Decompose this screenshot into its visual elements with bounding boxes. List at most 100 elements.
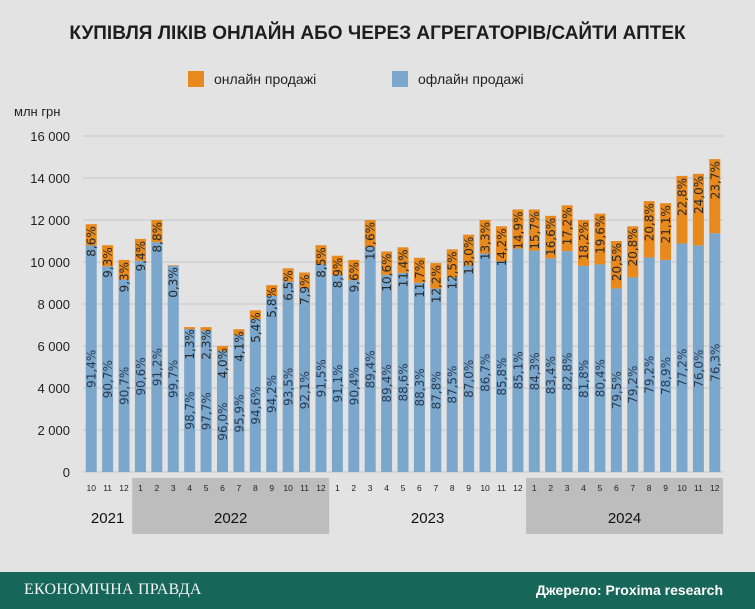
bar-online: [134, 238, 146, 261]
x-tick-month: 2: [154, 483, 159, 493]
bar-offline: [709, 233, 721, 472]
x-tick-month: 10: [677, 483, 687, 493]
bar-offline: [413, 282, 425, 472]
bar-offline: [561, 251, 573, 472]
offline-share-label: 90,6%: [134, 357, 148, 395]
x-tick-month: 1: [335, 483, 340, 493]
offline-share-label: 87,5%: [446, 366, 460, 404]
bar-offline: [397, 272, 409, 472]
bar-offline: [627, 277, 639, 472]
x-tick-month: 11: [103, 483, 112, 493]
offline-share-label: 97,7%: [200, 392, 214, 430]
offline-share-label: 91,4%: [85, 350, 99, 388]
online-share-label: 6,5%: [282, 270, 296, 301]
x-tick-month: 6: [614, 483, 619, 493]
offline-share-label: 79,2%: [643, 356, 657, 394]
online-share-label: 8,5%: [314, 247, 328, 278]
x-tick-month: 5: [401, 483, 406, 493]
bar-online: [266, 285, 278, 296]
offline-share-label: 93,5%: [282, 368, 296, 406]
online-swatch: [188, 71, 204, 87]
bar-offline: [381, 274, 393, 472]
x-tick-month: 12: [119, 483, 129, 493]
offline-share-label: 94,2%: [265, 375, 279, 413]
offline-share-label: 90,4%: [347, 367, 361, 405]
bar-online: [216, 346, 228, 352]
x-tick-month: 10: [283, 483, 293, 493]
x-tick-month: 5: [204, 483, 209, 493]
bar-offline: [594, 264, 606, 472]
bar-online: [430, 263, 442, 289]
bar-offline: [200, 330, 212, 472]
x-tick-month: 11: [694, 483, 703, 493]
offline-share-label: 96,0%: [216, 402, 230, 440]
online-share-label: 10,6%: [364, 222, 378, 260]
year-band: [132, 478, 330, 534]
bar-offline: [578, 265, 590, 472]
x-tick-month: 11: [497, 483, 506, 493]
offline-share-label: 90,7%: [101, 360, 115, 398]
x-tick-month: 6: [220, 483, 225, 493]
bar-online: [692, 173, 704, 246]
bar-offline: [479, 253, 491, 472]
x-tick-month: 3: [171, 483, 176, 493]
x-tick-month: 3: [565, 483, 570, 493]
x-tick-month: 6: [417, 483, 422, 493]
offline-share-label: 89,4%: [364, 350, 378, 388]
year-label: 2022: [214, 510, 247, 527]
offline-share-label: 86,7%: [479, 354, 493, 392]
online-share-label: 11,7%: [413, 260, 427, 298]
source-note: Джерело: Proxima research: [535, 582, 723, 598]
bar-offline: [676, 243, 688, 472]
bar-offline: [102, 266, 114, 472]
x-tick-month: 9: [466, 483, 471, 493]
offline-share-label: 79,2%: [626, 366, 640, 404]
offline-share-label: 99,7%: [167, 360, 181, 398]
y-tick-label: 6 000: [37, 339, 70, 354]
y-tick-label: 16 000: [30, 129, 70, 144]
bar-online: [364, 220, 376, 247]
online-share-label: 20,8%: [626, 228, 640, 266]
legend-item-online: онлайн продажі: [188, 71, 316, 87]
y-tick-label: 8 000: [37, 297, 70, 312]
offline-share-label: 90,7%: [118, 367, 132, 405]
x-tick-month: 12: [316, 483, 326, 493]
year-label: 2023: [411, 510, 444, 527]
bar-online: [249, 310, 261, 320]
bar-offline: [495, 261, 507, 472]
bar-online: [348, 259, 360, 281]
bar-offline: [134, 260, 146, 472]
x-tick-month: 4: [384, 483, 389, 493]
bar-online: [118, 259, 130, 280]
x-tick-month: 10: [86, 483, 96, 493]
offline-share-label: 92,1%: [298, 371, 312, 409]
offline-share-label: 87,8%: [429, 371, 443, 409]
online-share-label: 4,0%: [216, 348, 230, 379]
x-tick-month: 7: [237, 483, 242, 493]
offline-share-label: 95,9%: [232, 394, 246, 432]
publisher-logo: ЕКОНОМІЧНА ПРАВДА: [24, 581, 202, 598]
offline-share-label: 88,3%: [413, 368, 427, 406]
offline-share-label: 89,4%: [380, 364, 394, 402]
legend-label-offline: офлайн продажі: [418, 71, 524, 87]
online-share-label: 17,2%: [561, 207, 575, 245]
online-share-label: 21,1%: [659, 205, 673, 243]
online-share-label: 2,3%: [200, 329, 214, 360]
bar-offline: [249, 319, 261, 472]
online-share-label: 9,6%: [347, 262, 361, 293]
offline-share-label: 76,0%: [692, 350, 706, 388]
online-share-label: 15,7%: [528, 212, 542, 250]
bar-offline: [430, 288, 442, 472]
bar-offline: [463, 265, 475, 472]
bar-offline: [216, 351, 228, 472]
bar-offline: [348, 280, 360, 472]
y-tick-label: 2 000: [37, 423, 70, 438]
online-share-label: 1,3%: [183, 329, 197, 360]
bar-offline: [610, 288, 622, 472]
bar-offline: [233, 335, 245, 472]
bar-online: [495, 226, 507, 262]
x-tick-month: 12: [710, 483, 720, 493]
online-share-label: 5,8%: [265, 287, 279, 318]
offline-share-label: 77,2%: [675, 349, 689, 387]
year-label: 2024: [608, 510, 641, 527]
